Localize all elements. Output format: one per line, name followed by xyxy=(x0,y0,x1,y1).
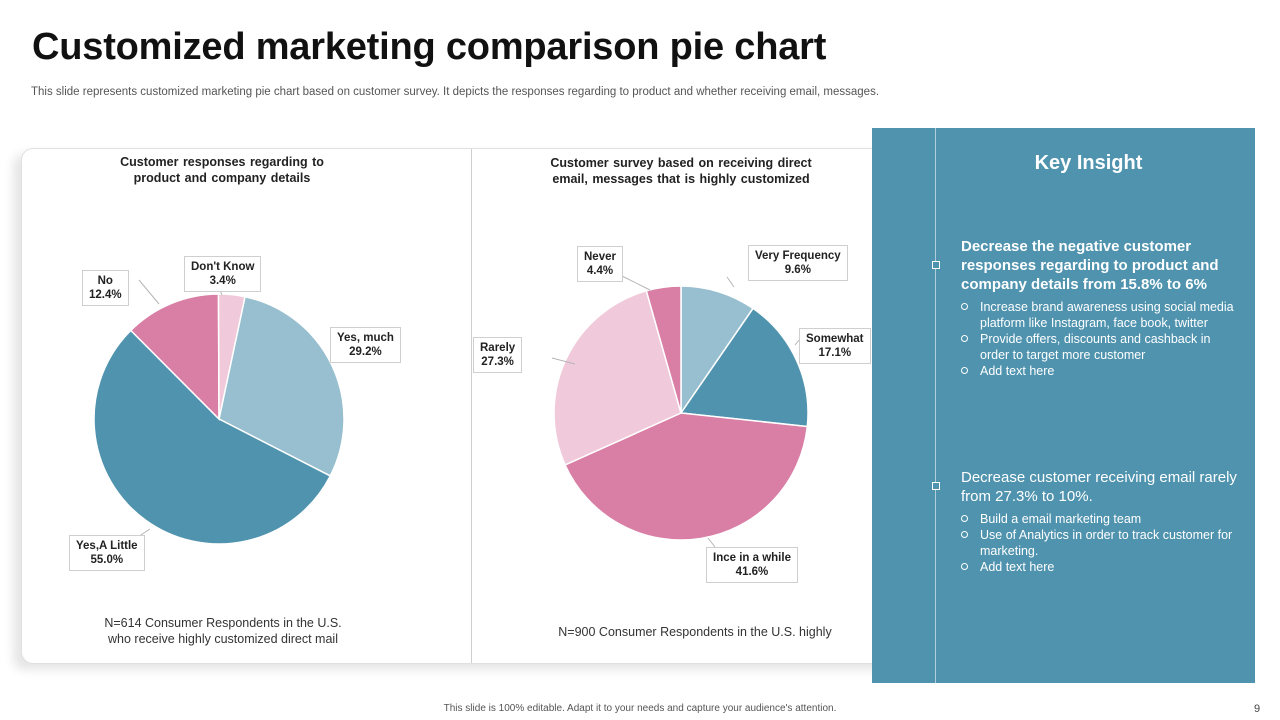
chart-1-note-line: N=614 Consumer Respondents in the U.S. xyxy=(104,616,342,630)
circle-bullet-icon xyxy=(961,531,968,538)
pie-slice-never xyxy=(645,285,682,414)
pie-slice-yes-much xyxy=(218,295,345,477)
chart-2-label-very-frequency: Very Frequency 9.6% xyxy=(748,245,848,281)
pie-slice-somewhat xyxy=(679,307,809,428)
slice-label-name: Yes, much xyxy=(337,332,394,344)
chart-1-label-yes-little: Yes,A Little 55.0% xyxy=(69,535,145,571)
slide-subtitle: This slide represents customized marketi… xyxy=(31,86,880,98)
insight-2-heading: Decrease customer receiving email rarely… xyxy=(961,469,1237,505)
chart-2-pie xyxy=(551,275,809,548)
list-item: Use of Analytics in order to track custo… xyxy=(961,527,1241,559)
chart-2-note: N=900 Consumer Respondents in the U.S. h… xyxy=(530,624,860,640)
slide-footer: This slide is 100% editable. Adapt it to… xyxy=(443,703,837,714)
chart-1-title-line: Customer responses regarding to xyxy=(120,155,324,169)
chart-1-note: N=614 Consumer Respondents in the U.S. w… xyxy=(58,615,388,647)
chart-1-label-yes-much: Yes, much 29.2% xyxy=(330,327,401,363)
chart-2-label-once-in-a-while: Ince in a while 41.6% xyxy=(706,547,798,583)
list-item: Add text here xyxy=(961,559,1241,575)
pie-slice-no xyxy=(129,293,220,421)
slice-label-name: Very Frequency xyxy=(755,250,841,262)
slice-label-value: 27.3% xyxy=(481,356,514,368)
list-item: Provide offers, discounts and cashback i… xyxy=(961,331,1241,363)
slice-label-name: Ince in a while xyxy=(713,552,791,564)
chart-1-pie xyxy=(93,279,345,545)
slice-label-value: 29.2% xyxy=(349,346,382,358)
chart-1-title: Customer responses regarding to product … xyxy=(72,154,372,186)
list-item: Increase brand awareness using social me… xyxy=(961,299,1241,331)
label-leader-line xyxy=(621,275,651,291)
slice-label-name: No xyxy=(97,275,113,287)
chart-1-note-line: who receive highly customized direct mai… xyxy=(108,632,338,646)
chart-2-title-line: Customer survey based on receiving direc… xyxy=(550,156,812,170)
chart-2-label-never: Never 4.4% xyxy=(577,246,623,282)
slice-label-value: 3.4% xyxy=(209,275,236,287)
square-bullet-icon xyxy=(932,261,940,269)
pie-slice-very-frequency xyxy=(680,285,755,416)
chart-2-note-line: N=900 Consumer Respondents in the U.S. h… xyxy=(558,625,832,639)
list-item: Build a email marketing team xyxy=(961,511,1241,527)
pie-slice-ince-in-a-while xyxy=(564,412,809,541)
pie-slice-rarely xyxy=(553,289,682,466)
slice-label-value: 17.1% xyxy=(818,347,852,359)
slice-label-name: Yes,A Little xyxy=(76,540,138,552)
slice-label-name: Rarely xyxy=(480,342,516,354)
slice-label-value: 55.0% xyxy=(90,554,124,566)
label-leader-line xyxy=(794,339,800,346)
chart-2-label-somewhat: Somewhat 17.1% xyxy=(799,328,871,364)
slice-label-name: Somewhat xyxy=(806,333,864,345)
slice-label-name: Don't Know xyxy=(191,261,255,273)
slice-label-name: Never xyxy=(584,251,616,263)
insight-1-list: Increase brand awareness using social me… xyxy=(961,299,1241,379)
list-item: Add text here xyxy=(961,363,1241,379)
chart-2-title: Customer survey based on receiving direc… xyxy=(531,155,831,187)
chart-1-label-dont-know: Don't Know 3.4% xyxy=(184,256,262,292)
chart-2-title-line: email, messages that is highly customize… xyxy=(552,172,810,186)
slice-label-value: 9.6% xyxy=(784,264,811,276)
label-leader-line xyxy=(707,537,716,548)
key-insight-title: Key Insight xyxy=(1034,152,1143,174)
slice-label-value: 41.6% xyxy=(735,566,769,578)
circle-bullet-icon xyxy=(961,303,968,310)
chart-1-label-no: No 12.4% xyxy=(82,270,129,306)
insight-2-list: Build a email marketing team Use of Anal… xyxy=(961,511,1241,575)
circle-bullet-icon xyxy=(961,367,968,374)
charts-card: Customer responses regarding to product … xyxy=(21,148,921,664)
key-insight-panel: Key Insight Decrease the negative custom… xyxy=(872,128,1255,683)
square-bullet-icon xyxy=(932,482,940,490)
circle-bullet-icon xyxy=(961,563,968,570)
slice-label-value: 12.4% xyxy=(89,289,122,301)
charts-divider xyxy=(471,149,472,663)
page-number: 9 xyxy=(1254,703,1261,715)
insight-1-heading: Decrease the negative customer responses… xyxy=(961,238,1219,293)
circle-bullet-icon xyxy=(961,335,968,342)
chart-2-label-rarely: Rarely 27.3% xyxy=(473,337,523,373)
chart-1-title-line: product and company details xyxy=(133,171,311,185)
insight-timeline-line xyxy=(935,128,936,683)
pie-slice-don-t-know xyxy=(217,293,246,420)
label-leader-line xyxy=(726,276,735,288)
pie-slice-yes-a-little xyxy=(93,329,332,545)
label-leader-line xyxy=(138,279,160,305)
label-leader-line xyxy=(551,357,576,365)
slide-title: Customized marketing comparison pie char… xyxy=(32,26,827,68)
slice-label-value: 4.4% xyxy=(586,265,614,277)
circle-bullet-icon xyxy=(961,515,968,522)
